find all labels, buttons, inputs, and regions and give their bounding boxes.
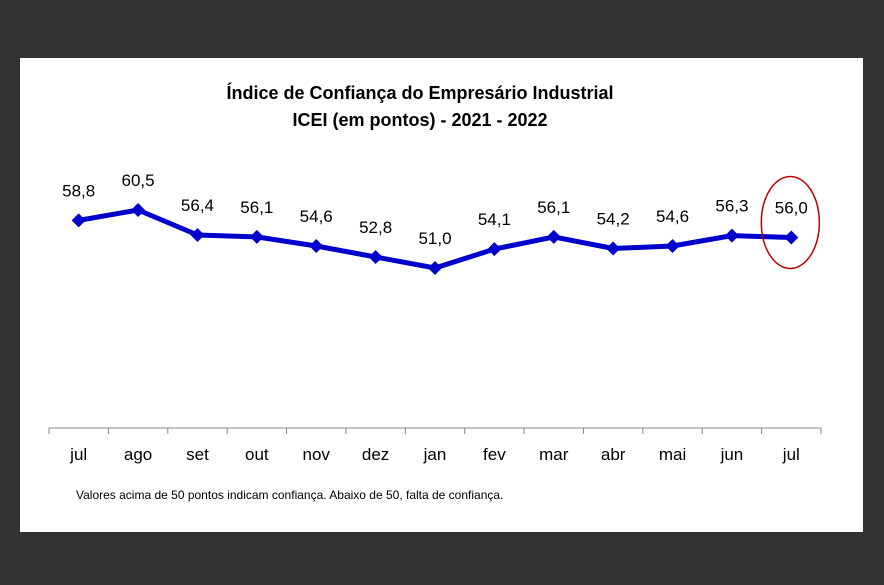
x-tick-label: set (186, 445, 209, 464)
data-point (665, 239, 680, 254)
data-point (606, 241, 621, 256)
chart-title: Índice de Confiança do Empresário Indust… (226, 82, 613, 103)
data-label: 54,6 (656, 207, 689, 226)
x-tick-label: dez (362, 445, 389, 464)
data-point (190, 228, 205, 243)
data-label: 56,3 (715, 197, 748, 216)
data-point (131, 203, 146, 217)
data-label: 54,1 (478, 210, 511, 229)
x-tick-label: abr (601, 445, 626, 464)
x-axis-tick-labels: jul ago set out nov dez jan fev mar abr mai jun jul (69, 445, 800, 464)
data-label: 56,1 (240, 198, 273, 217)
data-label: 60,5 (122, 171, 155, 190)
data-point (368, 250, 383, 265)
data-label: 54,2 (597, 209, 630, 228)
x-tick-label: jan (423, 445, 447, 464)
data-label: 52,8 (359, 218, 392, 237)
data-label: 56,0 (775, 198, 808, 217)
chart-subtitle: ICEI (em pontos) - 2021 - 2022 (292, 110, 547, 130)
series-markers (71, 203, 799, 275)
x-tick-label: jul (69, 445, 87, 464)
data-labels: 58,8 60,5 56,4 56,1 54,6 52,8 51,0 54,1 56,1 54,2… (62, 171, 808, 248)
data-point (249, 229, 264, 244)
data-point (487, 242, 502, 257)
x-tick-label: nov (303, 445, 331, 464)
data-label: 56,1 (537, 198, 570, 217)
highlight-circle (760, 175, 821, 270)
x-tick-label: fev (483, 445, 506, 464)
data-point (724, 228, 739, 243)
x-tick-label: out (245, 445, 269, 464)
x-axis-ticks (48, 428, 822, 434)
data-point (71, 213, 86, 228)
data-point (309, 239, 324, 254)
data-point (428, 261, 442, 275)
data-label: 51,0 (418, 229, 451, 248)
x-tick-label: jun (720, 445, 744, 464)
data-label: 54,6 (300, 207, 333, 226)
x-tick-label: jul (782, 445, 800, 464)
line-chart: Índice de Confiança do Empresário Indust… (48, 82, 822, 502)
chart-note: Valores acima de 50 pontos indicam confi… (76, 488, 503, 502)
data-point (546, 229, 561, 244)
x-tick-label: mar (539, 445, 569, 464)
chart-card: Índice de Confiança do Empresário Indust… (20, 58, 863, 532)
data-label: 56,4 (181, 196, 214, 215)
data-point (784, 230, 799, 245)
data-label: 58,8 (62, 181, 95, 200)
x-tick-label: mai (659, 445, 686, 464)
x-tick-label: ago (124, 445, 152, 464)
